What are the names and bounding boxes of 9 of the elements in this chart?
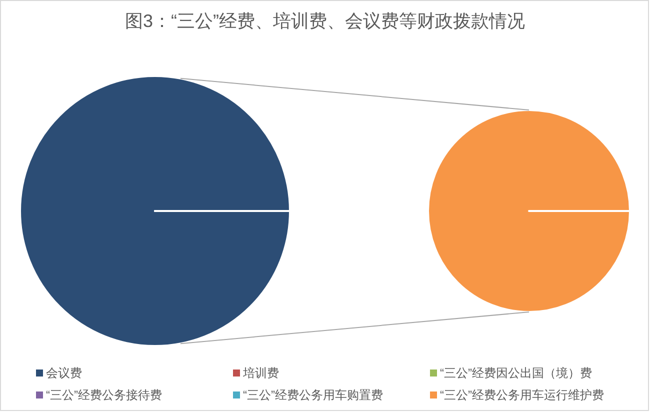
legend-label: 培训费 [242,366,279,380]
legend-item: 会议费 [36,366,82,380]
chart-title: 图3：“三公”经费、培训费、会议费等财政拨款情况 [125,11,525,31]
legend-item: 培训费 [233,366,279,380]
legend-label: 会议费 [46,366,82,380]
legend-item: “三公”经费公务接待费 [36,388,162,402]
legend-item: “三公”经费公务用车运行维护费 [430,388,604,402]
legend-item: “三公”经费因公出国（境）费 [430,366,592,380]
legend-item: “三公”经费公务用车购置费 [233,388,383,402]
